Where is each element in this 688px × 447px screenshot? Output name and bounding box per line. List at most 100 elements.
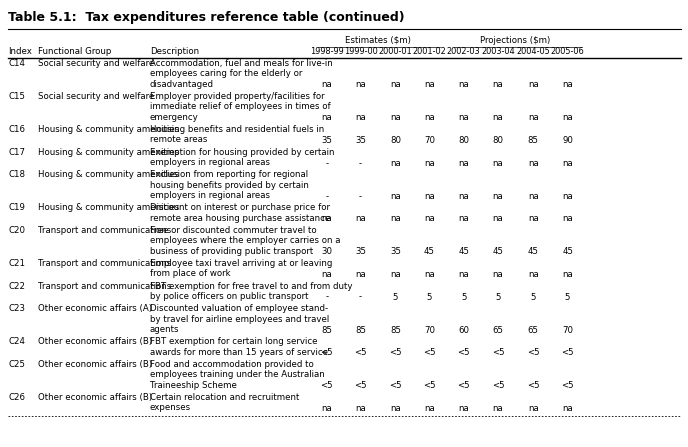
Text: Transport and communications: Transport and communications [38, 226, 171, 235]
Text: -: - [325, 159, 328, 168]
Text: by police officers on public transport: by police officers on public transport [150, 292, 308, 301]
Text: -: - [359, 192, 362, 201]
Text: C20: C20 [8, 226, 25, 235]
Text: remote areas: remote areas [150, 135, 207, 144]
Text: na: na [390, 80, 401, 89]
Text: Employer provided property/facilities for: Employer provided property/facilities fo… [150, 92, 325, 101]
Text: Discounted valuation of employee stand-: Discounted valuation of employee stand- [150, 304, 328, 313]
Text: na: na [390, 270, 401, 279]
Text: 5: 5 [530, 293, 536, 302]
Text: na: na [321, 114, 332, 122]
Text: na: na [562, 270, 573, 279]
Text: <5: <5 [561, 381, 574, 390]
Text: <5: <5 [423, 381, 436, 390]
Text: na: na [424, 80, 435, 89]
Text: 65: 65 [493, 325, 504, 335]
Text: 45: 45 [458, 247, 469, 256]
Text: C21: C21 [8, 259, 25, 268]
Text: 45: 45 [424, 247, 435, 256]
Text: by travel for airline employees and travel: by travel for airline employees and trav… [150, 315, 330, 324]
Text: FBT exemption for free travel to and from duty: FBT exemption for free travel to and fro… [150, 282, 352, 291]
Text: 2004-05: 2004-05 [516, 47, 550, 56]
Text: Functional Group: Functional Group [38, 47, 111, 56]
Text: na: na [321, 214, 332, 224]
Text: 5: 5 [427, 293, 432, 302]
Text: na: na [562, 80, 573, 89]
Text: <5: <5 [458, 348, 470, 357]
Text: 65: 65 [528, 325, 539, 335]
Text: FBT exemption for certain long service: FBT exemption for certain long service [150, 337, 317, 346]
Text: na: na [458, 270, 469, 279]
Text: na: na [390, 114, 401, 122]
Text: <5: <5 [321, 348, 333, 357]
Text: employees training under the Australian: employees training under the Australian [150, 370, 325, 380]
Text: 2005-06: 2005-06 [550, 47, 585, 56]
Text: Traineeship Scheme: Traineeship Scheme [150, 381, 237, 390]
Text: <5: <5 [321, 381, 333, 390]
Text: na: na [390, 404, 401, 413]
Text: 85: 85 [355, 325, 366, 335]
Text: disadvantaged: disadvantaged [150, 80, 214, 89]
Text: Transport and communications: Transport and communications [38, 282, 171, 291]
Text: na: na [458, 404, 469, 413]
Text: 2001-02: 2001-02 [412, 47, 447, 56]
Text: na: na [458, 80, 469, 89]
Text: Transport and communications: Transport and communications [38, 259, 171, 268]
Text: na: na [355, 214, 366, 224]
Text: C18: C18 [8, 170, 25, 179]
Text: C15: C15 [8, 92, 25, 101]
Text: 60: 60 [458, 325, 469, 335]
Text: na: na [321, 270, 332, 279]
Text: na: na [321, 404, 332, 413]
Text: 80: 80 [390, 136, 401, 145]
Text: na: na [424, 159, 435, 168]
Text: C24: C24 [8, 337, 25, 346]
Text: na: na [528, 214, 539, 224]
Text: na: na [355, 404, 366, 413]
Text: na: na [458, 159, 469, 168]
Text: 5: 5 [565, 293, 570, 302]
Text: expenses: expenses [150, 403, 191, 413]
Text: Projections ($m): Projections ($m) [480, 36, 550, 45]
Text: 2003-04: 2003-04 [481, 47, 515, 56]
Text: Housing & community amenities: Housing & community amenities [38, 170, 179, 179]
Text: C19: C19 [8, 203, 25, 212]
Text: 35: 35 [355, 247, 366, 256]
Text: 45: 45 [562, 247, 573, 256]
Text: na: na [390, 214, 401, 224]
Text: 30: 30 [321, 247, 332, 256]
Text: emergency: emergency [150, 113, 199, 122]
Text: na: na [458, 192, 469, 201]
Text: C16: C16 [8, 125, 25, 134]
Text: 35: 35 [355, 136, 366, 145]
Text: Housing & community amenities: Housing & community amenities [38, 148, 179, 157]
Text: 70: 70 [562, 325, 573, 335]
Text: 45: 45 [493, 247, 504, 256]
Text: Social security and welfare: Social security and welfare [38, 92, 154, 101]
Text: <5: <5 [423, 348, 436, 357]
Text: na: na [321, 80, 332, 89]
Text: Housing benefits and residential fuels in: Housing benefits and residential fuels i… [150, 125, 324, 134]
Text: C26: C26 [8, 393, 25, 402]
Text: employers in regional areas: employers in regional areas [150, 191, 270, 200]
Text: Discount on interest or purchase price for: Discount on interest or purchase price f… [150, 203, 330, 212]
Text: employees caring for the elderly or: employees caring for the elderly or [150, 69, 302, 78]
Text: na: na [424, 214, 435, 224]
Text: -: - [325, 192, 328, 201]
Text: na: na [493, 159, 504, 168]
Text: Other economic affairs (A): Other economic affairs (A) [38, 304, 152, 313]
Text: na: na [493, 192, 504, 201]
Text: <5: <5 [458, 381, 470, 390]
Text: <5: <5 [492, 381, 504, 390]
Text: na: na [458, 214, 469, 224]
Text: na: na [493, 270, 504, 279]
Text: employers in regional areas: employers in regional areas [150, 158, 270, 167]
Text: na: na [528, 159, 539, 168]
Text: na: na [355, 114, 366, 122]
Text: Index: Index [8, 47, 32, 56]
Text: Estimates ($m): Estimates ($m) [345, 36, 411, 45]
Text: Other economic affairs (B): Other economic affairs (B) [38, 337, 152, 346]
Text: na: na [424, 192, 435, 201]
Text: <5: <5 [527, 348, 539, 357]
Text: 80: 80 [493, 136, 504, 145]
